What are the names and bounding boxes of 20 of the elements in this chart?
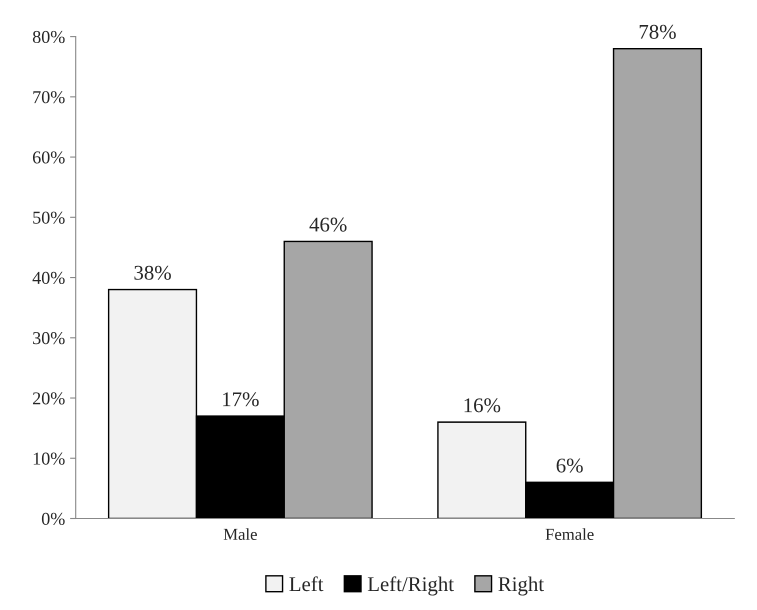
y-tick-label: 10% [34,452,65,465]
y-tick-label: 0% [42,512,65,525]
y-tick-label: 20% [32,392,65,405]
y-tick-label: 40% [32,272,65,284]
y-tick-label: 60% [32,151,65,164]
legend-label: Left/Right [368,576,454,596]
legend-label: Left [289,576,324,592]
text: 38% [134,266,171,280]
y-tick-label: 80% [32,30,65,44]
y-tick-label: 50% [33,212,65,224]
legend-label: Right [498,576,544,596]
text: 16% [464,398,500,412]
y-tick-label: 70% [33,91,65,104]
text: 17% [223,392,259,406]
y-tick-label: 30% [33,332,65,344]
text: 78% [640,24,676,39]
text: 6% [556,458,583,473]
x-tick-label: Female [546,528,594,540]
x-tick-label: Male [224,528,257,540]
text: 46% [309,218,347,232]
